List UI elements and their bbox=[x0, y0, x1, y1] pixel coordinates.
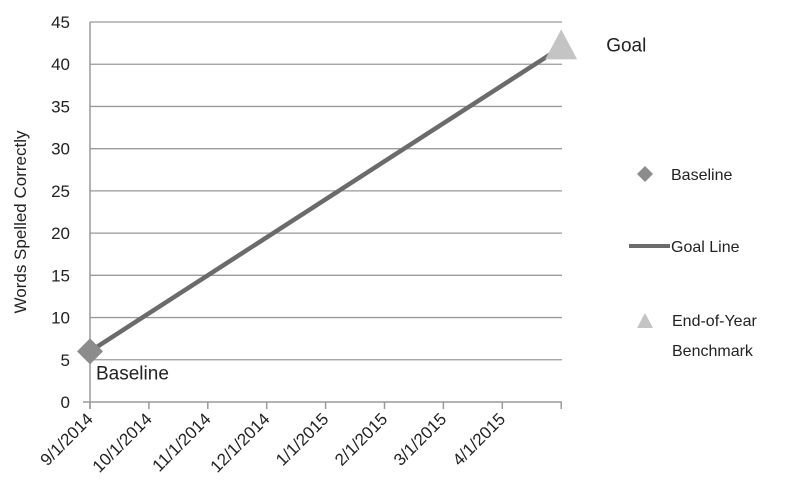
annotations: Goal Baseline bbox=[96, 35, 646, 384]
x-tick-label: 9/1/2014 bbox=[37, 409, 97, 469]
x-tick-label: 10/1/2014 bbox=[89, 409, 156, 476]
legend-benchmark-label-line1: End-of-Year bbox=[672, 313, 757, 330]
y-tick-labels: 0 5 10 15 20 25 30 35 40 45 bbox=[51, 13, 70, 412]
x-tick-labels: 9/1/201410/1/201411/1/201412/1/20141/1/2… bbox=[37, 409, 510, 476]
goal-annotation: Goal bbox=[606, 35, 646, 56]
series bbox=[77, 29, 578, 365]
y-tick-label: 10 bbox=[51, 309, 70, 328]
baseline-annotation: Baseline bbox=[96, 363, 169, 384]
y-tick-label: 25 bbox=[51, 182, 70, 201]
legend: Baseline Goal Line End-of-Year Benchmark bbox=[629, 166, 757, 360]
x-tick-label: 3/1/2015 bbox=[390, 409, 450, 469]
y-tick-label: 0 bbox=[61, 393, 70, 412]
legend-baseline-label: Baseline bbox=[671, 167, 732, 184]
x-tick-label: 12/1/2014 bbox=[207, 409, 274, 476]
y-tick-label: 5 bbox=[61, 351, 70, 370]
x-tick-label: 2/1/2015 bbox=[331, 409, 391, 469]
y-tick-label: 45 bbox=[51, 13, 70, 32]
legend-goal-line-label: Goal Line bbox=[671, 239, 740, 256]
y-tick-label: 35 bbox=[51, 97, 70, 116]
baseline-marker bbox=[77, 338, 103, 365]
y-axis-label: Words Spelled Correctly bbox=[11, 130, 30, 313]
goal-line bbox=[87, 45, 564, 354]
y-tick-label: 30 bbox=[51, 140, 70, 159]
benchmark-marker bbox=[545, 29, 578, 60]
legend-benchmark-label-line2: Benchmark bbox=[672, 343, 754, 360]
x-tick-label: 11/1/2014 bbox=[149, 409, 215, 475]
y-tick-label: 15 bbox=[51, 266, 70, 285]
legend-baseline-marker bbox=[637, 166, 653, 182]
legend-benchmark-marker bbox=[637, 313, 653, 328]
axes bbox=[83, 22, 562, 409]
x-tick-label: 1/1/2015 bbox=[272, 409, 332, 469]
y-tick-label: 40 bbox=[51, 55, 70, 74]
x-tick-label: 4/1/2015 bbox=[449, 409, 509, 469]
y-tick-label: 20 bbox=[51, 224, 70, 243]
grid bbox=[90, 21, 562, 361]
